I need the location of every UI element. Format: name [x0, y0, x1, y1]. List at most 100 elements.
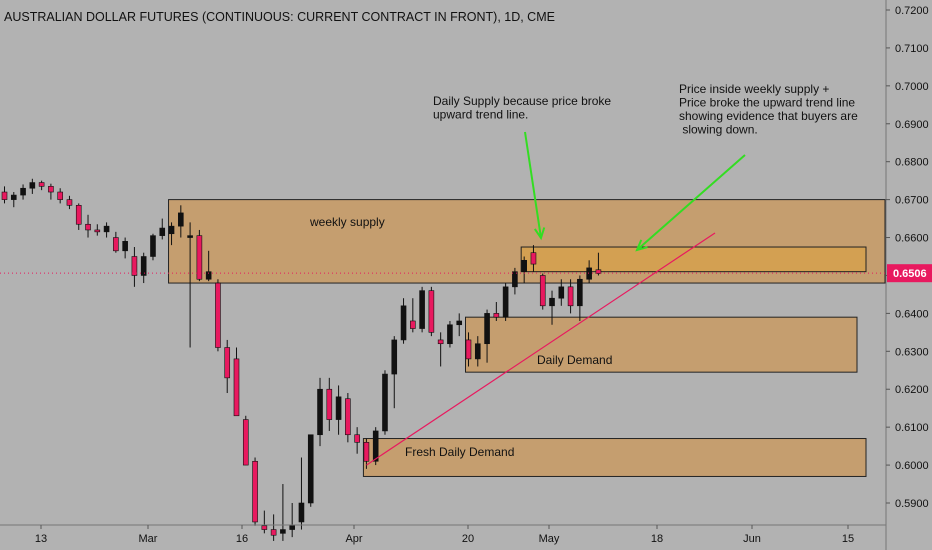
candle-body [493, 313, 500, 318]
candle-body [57, 191, 63, 200]
candle-body [558, 286, 565, 299]
candle-body [205, 271, 212, 280]
time-tick-label: 13 [35, 533, 47, 545]
candle [10, 192, 17, 208]
candle-body [103, 225, 110, 233]
candle-body [10, 194, 17, 200]
candle-body [567, 286, 574, 307]
candle-body [437, 339, 444, 345]
annotation-line: upward trend line. [433, 108, 528, 122]
current-price-label: 0.6506 [893, 268, 927, 280]
candle-body [317, 388, 323, 436]
candle [48, 183, 54, 200]
candle [131, 247, 138, 287]
candle-body [391, 339, 398, 375]
annotation-line: showing evidence that buyers are [679, 109, 858, 123]
candle-body [38, 182, 45, 187]
annotation-line: slowing down. [679, 123, 758, 137]
annotation-line: Price inside weekly supply + [679, 82, 829, 96]
candle-body [521, 259, 527, 272]
candle [363, 438, 370, 469]
candle [205, 250, 212, 282]
price-axis: 0.5900 0.6000 0.6100 0.6200 0.6300 0.6400 0.65… [885, 0, 932, 550]
candle-body [474, 343, 481, 360]
candle-body [465, 339, 472, 360]
price-tick-label: 0.6200 [895, 384, 929, 396]
chart-title: AUSTRALIAN DOLLAR FUTURES (CONTINUOUS: C… [4, 10, 555, 24]
candle [280, 484, 286, 541]
candle-body [150, 235, 156, 257]
candle-body [307, 434, 314, 504]
weekly-supply-arrow [635, 154, 746, 252]
zones-layer: weekly supply Daily Demand Fresh Daily Dem… [168, 199, 886, 477]
candle [159, 218, 166, 240]
candle-body [354, 434, 360, 443]
candle [502, 283, 509, 321]
candle-body [512, 271, 518, 288]
arrow-head [635, 239, 648, 252]
candle [549, 290, 555, 325]
candle-body [549, 297, 555, 307]
candle [178, 205, 184, 238]
candle-body [400, 305, 407, 341]
time-axis: 13 Mar 16 Apr 20 May 18 Jun 15 [0, 524, 886, 545]
candle-body [168, 225, 175, 235]
candle [38, 180, 45, 191]
candle [558, 279, 565, 306]
candle [354, 427, 360, 454]
candle [103, 222, 110, 238]
candle [595, 252, 602, 276]
arrow-shaft [636, 154, 746, 251]
annotation-text: Daily Supply because price broke upward t… [433, 94, 611, 122]
candle [289, 503, 295, 538]
candle [261, 510, 268, 534]
time-tick-label: 20 [462, 533, 474, 545]
candle-body [131, 256, 138, 276]
price-tick-label: 0.6800 [895, 157, 929, 169]
candle-body [215, 282, 221, 348]
candle [215, 279, 221, 352]
candle [75, 203, 82, 230]
candle-body [113, 237, 119, 252]
candle [474, 336, 481, 367]
candle [20, 184, 26, 200]
candle-body [159, 227, 166, 236]
candle [57, 188, 63, 204]
candle [307, 434, 314, 507]
candle [94, 224, 101, 236]
candle [391, 336, 398, 409]
candle-body [20, 187, 26, 196]
time-tick-label: 16 [236, 533, 248, 545]
candle-body [428, 290, 435, 333]
candle [187, 222, 193, 348]
candle [345, 393, 351, 443]
candle-body [382, 373, 388, 432]
candle [410, 298, 416, 333]
candle [512, 267, 518, 295]
candle-body [456, 320, 463, 326]
zone-label: Fresh Daily Demand [405, 445, 514, 459]
candle-body [178, 212, 184, 227]
candle [242, 415, 249, 466]
candle [85, 214, 91, 238]
candle-body [1, 191, 8, 200]
annotation-line: Daily Supply because price broke [433, 94, 611, 108]
time-tick-label: 18 [651, 533, 663, 545]
candle [270, 514, 277, 541]
candle [224, 339, 231, 394]
candle [113, 231, 119, 253]
candle-body [270, 529, 277, 536]
price-tick-label: 0.6900 [895, 119, 929, 131]
price-tick-label: 0.6600 [895, 233, 929, 245]
candles-layer [1, 178, 602, 541]
time-tick-label: Jun [743, 533, 761, 545]
candle-body [196, 235, 203, 280]
candle-body [261, 525, 268, 530]
candle [400, 298, 407, 344]
candle [567, 279, 574, 314]
arrow-shaft [524, 131, 542, 239]
candle [326, 377, 333, 431]
candle [484, 309, 490, 363]
candle-body [298, 502, 305, 523]
